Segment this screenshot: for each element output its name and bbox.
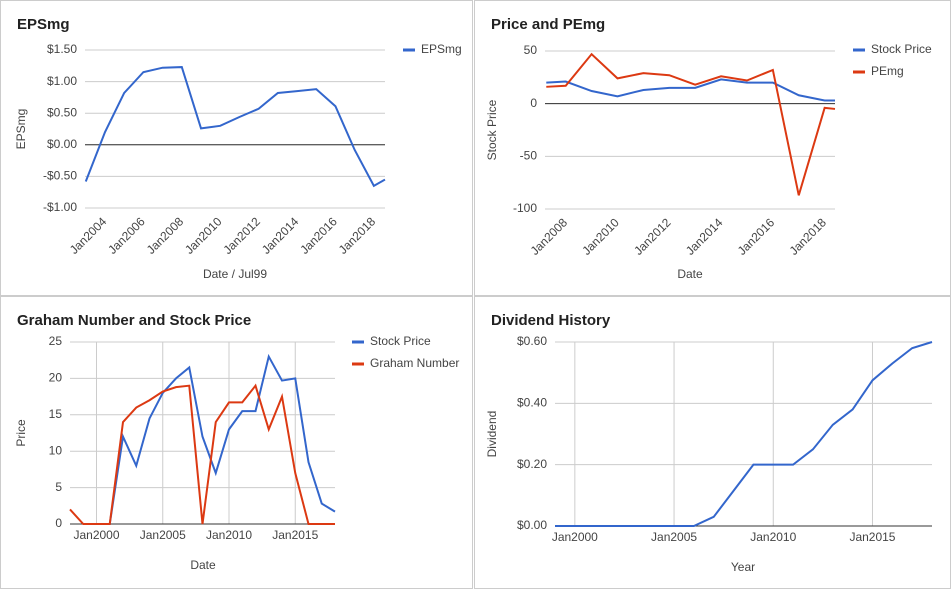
chart-title: EPSmg <box>17 16 70 33</box>
data-line <box>69 383 335 525</box>
chart-title: Price and PEmg <box>491 16 605 33</box>
y-tick-label: $0.50 <box>47 105 77 119</box>
legend-label: Stock Price <box>370 334 431 348</box>
data-line <box>546 78 835 102</box>
x-axis-label: Date / Jul99 <box>203 267 267 281</box>
y-tick-label: 5 <box>55 480 62 494</box>
x-tick-label: Jan2010 <box>750 530 796 544</box>
legend-label: EPSmg <box>421 42 462 56</box>
legend-label: PEmg <box>871 64 904 78</box>
chart-title: Dividend History <box>491 312 611 329</box>
y-tick-label: -$1.00 <box>43 200 77 214</box>
data-line <box>546 52 836 196</box>
x-axis-label: Date <box>677 267 703 281</box>
data-line <box>555 341 933 527</box>
y-tick-label: 0 <box>55 516 62 530</box>
x-axis-label: Year <box>731 560 755 574</box>
y-tick-label: -100 <box>513 201 537 215</box>
x-tick-label: Jan2005 <box>140 528 186 542</box>
y-axis-label: Dividend <box>485 411 499 458</box>
y-tick-label: 20 <box>49 371 63 385</box>
chart-title: Graham Number and Stock Price <box>17 312 251 329</box>
data-line <box>83 353 336 525</box>
y-axis-label: EPSmg <box>14 109 28 150</box>
y-tick-label: 15 <box>49 407 63 421</box>
x-tick-label: Jan2000 <box>552 530 598 544</box>
y-tick-label: -$0.50 <box>43 169 77 183</box>
panel <box>0 296 473 589</box>
y-tick-label: $1.50 <box>47 42 77 56</box>
x-tick-label: Jan2010 <box>206 528 252 542</box>
data-line <box>84 66 386 188</box>
x-tick-label: Jan2005 <box>651 530 697 544</box>
y-tick-label: $1.00 <box>47 74 77 88</box>
y-tick-label: 25 <box>49 334 63 348</box>
y-tick-label: $0.00 <box>47 137 77 151</box>
y-tick-label: $0.00 <box>517 518 547 532</box>
x-tick-label: Jan2015 <box>272 528 318 542</box>
y-tick-label: 50 <box>524 43 538 57</box>
y-tick-label: $0.40 <box>517 396 547 410</box>
y-tick-label: $0.20 <box>517 457 547 471</box>
y-axis-label: Stock Price <box>485 99 499 160</box>
panel <box>474 0 951 296</box>
legend-label: Graham Number <box>370 356 459 370</box>
y-axis-label: Price <box>14 419 28 447</box>
legend-label: Stock Price <box>871 42 932 56</box>
y-tick-label: 0 <box>530 96 537 110</box>
y-tick-label: -50 <box>520 149 538 163</box>
x-tick-label: Jan2000 <box>73 528 119 542</box>
panel <box>474 296 951 589</box>
y-tick-label: $0.60 <box>517 334 547 348</box>
y-tick-label: 10 <box>49 443 63 457</box>
x-tick-label: Jan2015 <box>849 530 895 544</box>
x-axis-label: Date <box>190 558 216 572</box>
